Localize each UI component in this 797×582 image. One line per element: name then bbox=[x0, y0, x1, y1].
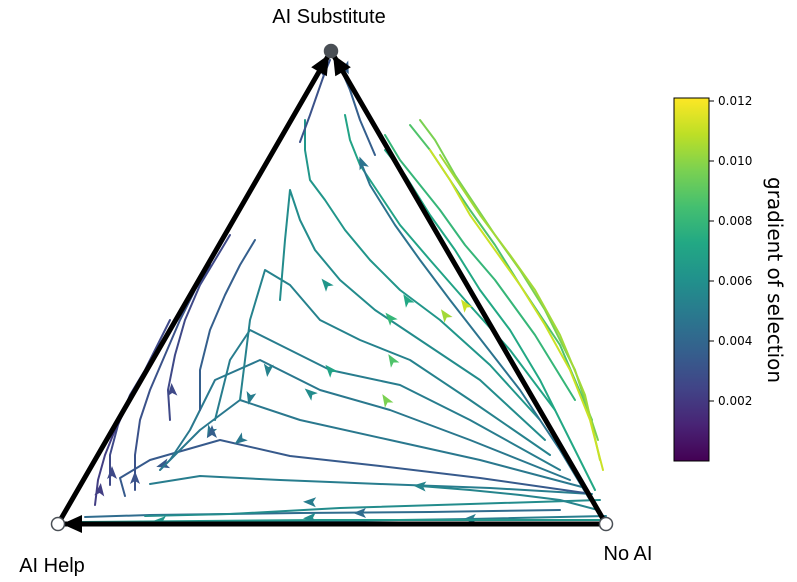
streamline bbox=[94, 354, 156, 506]
streamline-arrow bbox=[353, 507, 367, 518]
edge-left-arrow bbox=[311, 54, 330, 77]
streamline-arrow bbox=[207, 425, 217, 438]
vertex-label-left: AI Help bbox=[19, 555, 85, 577]
streamline-arrow bbox=[463, 513, 477, 524]
edge-left bbox=[55, 48, 334, 527]
streamline bbox=[239, 269, 551, 456]
streamline bbox=[419, 485, 599, 511]
streamline-arrow bbox=[303, 497, 317, 508]
edge-right-arrow bbox=[333, 54, 351, 77]
colorbar-gradient bbox=[673, 97, 710, 462]
streamline bbox=[159, 399, 583, 488]
streamline bbox=[119, 439, 586, 497]
point-ai-substitute bbox=[323, 43, 339, 59]
streamline bbox=[144, 499, 601, 517]
vertex-label-top: AI Substitute bbox=[272, 6, 385, 28]
streamline bbox=[359, 159, 591, 501]
streamline bbox=[84, 509, 561, 518]
streamline-arrow bbox=[303, 512, 317, 523]
streamlines bbox=[57, 59, 607, 526]
streamline bbox=[344, 114, 556, 411]
streamline bbox=[384, 134, 576, 401]
streamline bbox=[169, 359, 571, 481]
colorbar: 0.002 0.004 0.006 0.008 0.010 0.012 gradient … bbox=[673, 94, 787, 462]
streamline-arrow bbox=[359, 156, 369, 171]
colorbar-tick-label: 0.012 bbox=[718, 94, 752, 108]
streamline-arrow bbox=[388, 354, 400, 368]
streamline-arrow bbox=[440, 309, 453, 323]
streamline bbox=[304, 119, 541, 421]
streamline-arrow bbox=[130, 471, 140, 484]
streamline-arrow bbox=[107, 466, 117, 479]
streamline-arrow bbox=[156, 458, 171, 469]
point-ai-help bbox=[50, 516, 66, 532]
simplex-edges bbox=[55, 48, 609, 533]
streamline-arrow bbox=[263, 363, 274, 377]
streamline bbox=[439, 154, 601, 461]
streamline-arrow bbox=[234, 432, 248, 445]
streamline-arrow bbox=[304, 388, 318, 401]
streamline bbox=[199, 239, 256, 411]
colorbar-tick-label: 0.008 bbox=[718, 214, 752, 228]
streamline bbox=[214, 329, 561, 471]
edge-right bbox=[328, 48, 609, 527]
colorbar-tick-label: 0.002 bbox=[718, 394, 752, 408]
streamline-arrow bbox=[167, 383, 178, 397]
streamline-arrow bbox=[94, 483, 105, 497]
colorbar-tick-label: 0.010 bbox=[718, 154, 752, 168]
edge-bottom-arrow bbox=[62, 515, 82, 533]
streamline-arrow bbox=[321, 278, 334, 292]
streamline-arrow bbox=[403, 294, 415, 308]
streamline-arrow bbox=[325, 364, 338, 378]
streamline bbox=[167, 234, 231, 421]
colorbar-label: gradient of selection bbox=[763, 177, 787, 383]
colorbar-tick-label: 0.004 bbox=[718, 334, 752, 348]
colorbar-tick-label: 0.006 bbox=[718, 274, 752, 288]
point-no-ai bbox=[598, 516, 614, 532]
streamline bbox=[279, 189, 546, 441]
streamline-arrow bbox=[382, 394, 394, 408]
streamline-arrow bbox=[385, 312, 398, 326]
streamline-arrow bbox=[460, 299, 473, 313]
streamline bbox=[149, 475, 593, 495]
streamline-arrow bbox=[413, 481, 427, 492]
streamline-arrow bbox=[246, 390, 257, 405]
vertex-points bbox=[50, 43, 614, 532]
vertex-label-right: No AI bbox=[604, 543, 653, 565]
colorbar-ticks: 0.002 0.004 0.006 0.008 0.010 0.012 bbox=[709, 94, 752, 408]
streamline bbox=[429, 149, 604, 471]
